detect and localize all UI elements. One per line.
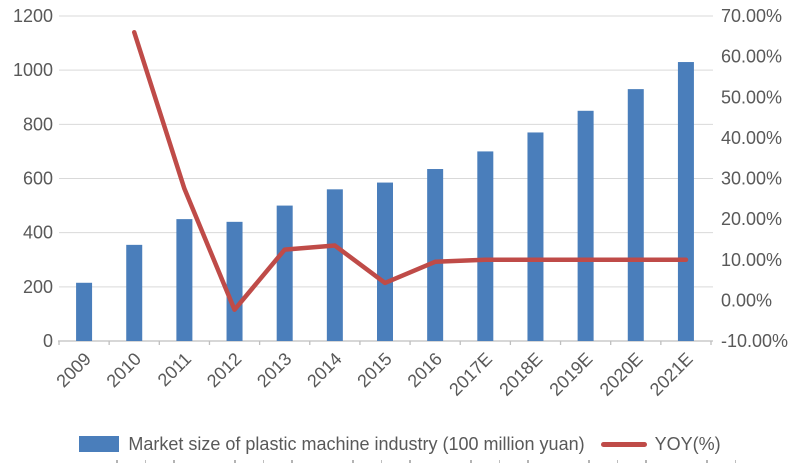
bar-2012: [226, 221, 243, 341]
right-axis-tick: -10.00%: [721, 331, 788, 351]
right-axis-tick: 40.00%: [721, 128, 782, 148]
bar-2016: [427, 169, 444, 341]
legend-swatch-market-icon: [79, 436, 120, 452]
bar-2017E: [477, 151, 494, 341]
left-axis-tick: 200: [23, 277, 53, 297]
right-axis-tick: 60.00%: [721, 47, 782, 67]
legend-swatch-yoy-icon: [600, 441, 647, 447]
bar-2013: [276, 205, 293, 341]
yoy-line: [131, 30, 689, 312]
bar-2018E: [527, 132, 544, 341]
x-axis-label: 2012: [203, 349, 245, 391]
x-axis-label: 2009: [52, 349, 94, 391]
right-axis-tick: 30.00%: [721, 169, 782, 189]
bar-2014: [326, 189, 343, 341]
x-axis-label: 2020E: [596, 349, 647, 400]
bar-2010: [126, 244, 143, 341]
right-axis-tick: 70.00%: [721, 6, 782, 26]
right-axis-tick: 10.00%: [721, 250, 782, 270]
left-axis-tick: 800: [23, 114, 53, 134]
left-axis-tick: 600: [23, 169, 53, 189]
left-axis-tick: 0: [43, 331, 53, 351]
x-axis-label: 2011: [154, 349, 196, 391]
right-axis-tick: 20.00%: [721, 209, 782, 229]
right-axis-tick: 0.00%: [721, 290, 772, 310]
bar-2020E: [627, 89, 644, 341]
cropped-text-fragment: [90, 460, 740, 467]
left-axis-tick: 1200: [13, 6, 53, 26]
legend-label-market: Market size of plastic machine industry …: [128, 434, 585, 454]
x-axis-label: 2021E: [646, 349, 697, 400]
x-axis-label: 2015: [353, 349, 395, 391]
bar-2011: [176, 219, 193, 341]
right-axis-tick: 50.00%: [721, 87, 782, 107]
x-axis-label: 2016: [404, 349, 446, 391]
bar-2019E: [577, 110, 594, 342]
x-axis-label: 2019E: [545, 349, 596, 400]
bar-2021E: [677, 62, 694, 342]
x-axis-label: 2010: [103, 349, 145, 391]
bar-2009: [76, 282, 93, 341]
combo-chart-svg: 0 200 400 600 800 1000 1200 -10.00% 0.00% 10.00% 2…: [13, 6, 788, 400]
x-axis-label: 2018E: [495, 349, 546, 400]
left-axis-tick: 1000: [13, 60, 53, 80]
left-axis-tick: 400: [23, 223, 53, 243]
legend-label-yoy: YOY(%): [654, 434, 721, 454]
x-axis-label: 2013: [253, 349, 295, 391]
bar-2015: [377, 182, 393, 341]
legend: Market size of plastic machine industry …: [0, 432, 800, 456]
x-axis-label: 2014: [303, 349, 345, 391]
x-axis-label: 2017E: [445, 349, 496, 400]
